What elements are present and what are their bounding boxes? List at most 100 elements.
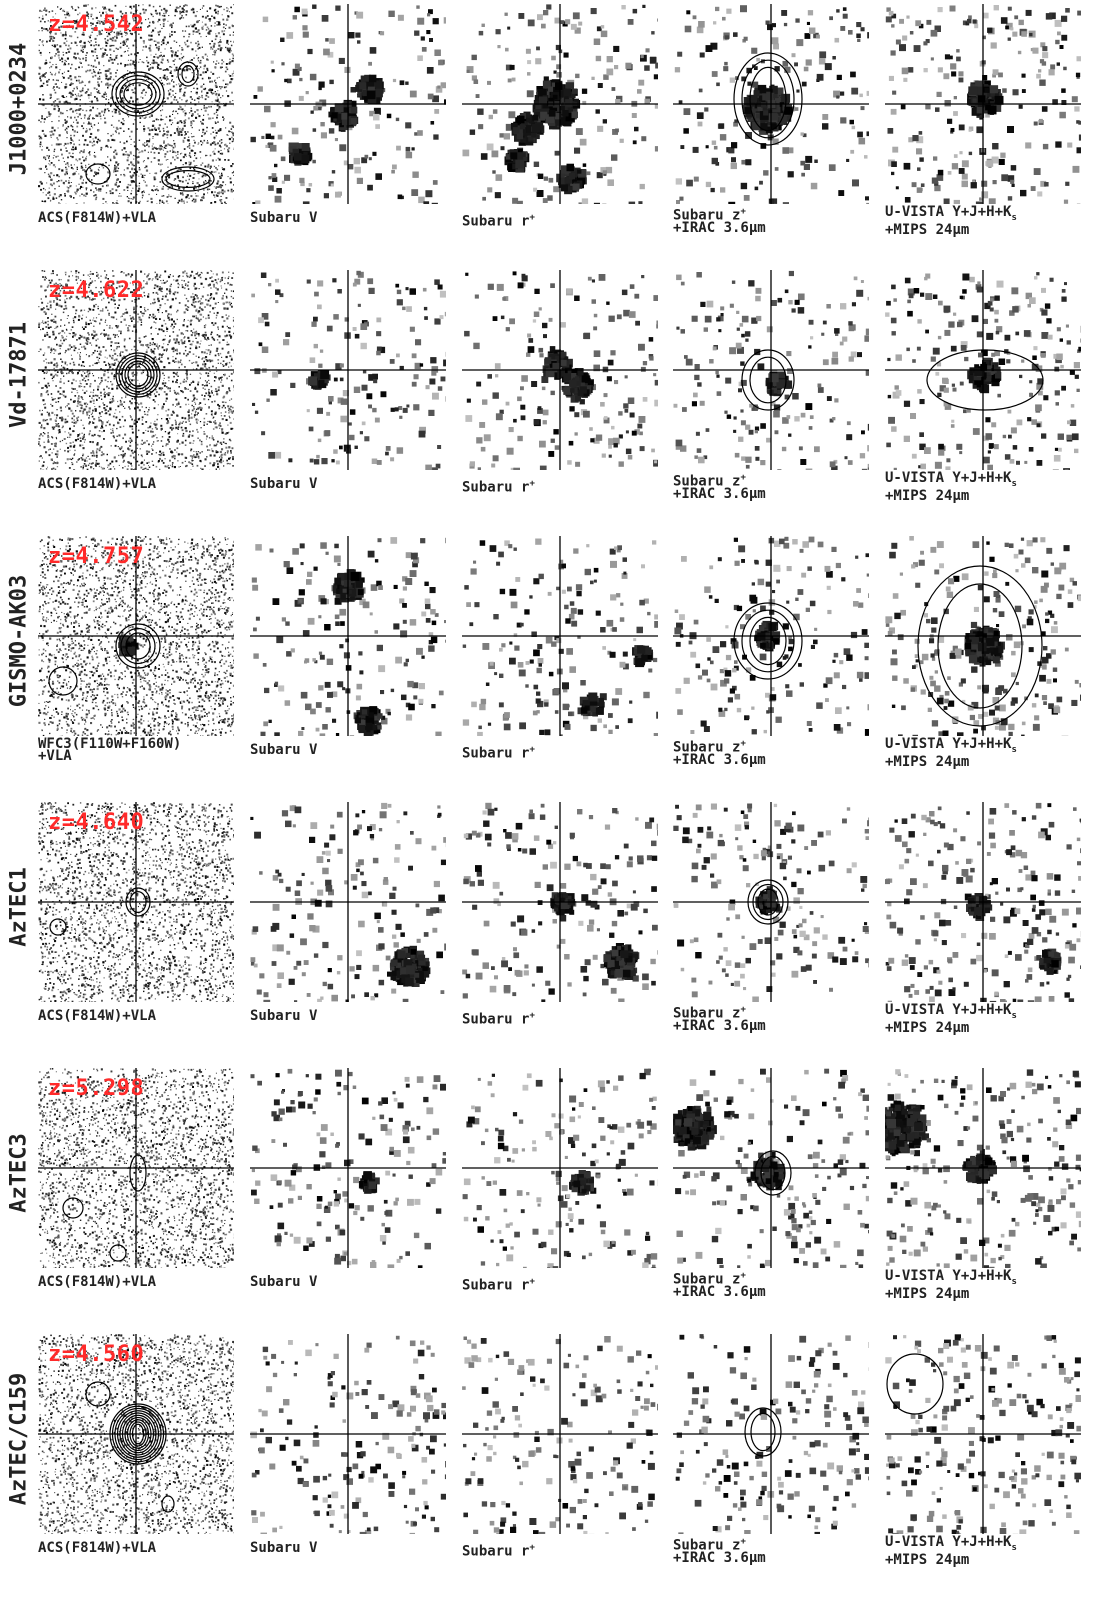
subaru-z-irac-cutout xyxy=(673,1334,869,1534)
subaru-r-caption: Subaru r+ xyxy=(462,1276,535,1293)
subaru-v-image xyxy=(250,1334,446,1534)
uvista-mips-caption: U-VISTA Y+J+H+Ks +MIPS 24μm xyxy=(885,1535,1017,1567)
hst-caption: ACS(F814W)+VLA xyxy=(38,211,156,225)
uvista-image xyxy=(885,536,1081,736)
hst-image xyxy=(38,536,234,736)
subaru-v-caption: Subaru V xyxy=(250,1009,317,1023)
uvista-mips-cutout xyxy=(885,270,1081,470)
subaru-v-cutout xyxy=(250,1068,446,1268)
subaru-r-caption: Subaru r+ xyxy=(462,478,535,495)
subaru-z-irac-cutout xyxy=(673,270,869,470)
source-name-label: Vd-17871 xyxy=(4,270,34,480)
redshift-label: z=4.622 xyxy=(48,278,144,303)
hst-vla-cutout: z=4.640 xyxy=(38,802,234,1002)
subaru-v-cutout xyxy=(250,802,446,1002)
hst-image xyxy=(38,1334,234,1534)
subaru-z-irac-cutout xyxy=(673,1068,869,1268)
source-name-label: AzTEC1 xyxy=(4,802,34,1012)
subaru-z-image xyxy=(673,270,869,470)
source-row: AzTEC1 z=4.640 ACS(F814W)+VLA Subaru V S… xyxy=(0,802,1114,1072)
subaru-z-image xyxy=(673,4,869,204)
subaru-z-irac-caption: Subaru z+ +IRAC 3.6μm xyxy=(673,472,766,501)
subaru-r-image xyxy=(462,270,658,470)
subaru-z-irac-caption: Subaru z+ +IRAC 3.6μm xyxy=(673,738,766,767)
subaru-r-cutout xyxy=(462,1334,658,1534)
subaru-z-irac-cutout xyxy=(673,4,869,204)
subaru-v-cutout xyxy=(250,536,446,736)
hst-vla-cutout: z=4.560 xyxy=(38,1334,234,1534)
subaru-r-cutout xyxy=(462,536,658,736)
uvista-image xyxy=(885,4,1081,204)
subaru-z-image xyxy=(673,802,869,1002)
hst-caption: ACS(F814W)+VLA xyxy=(38,1275,156,1289)
subaru-r-cutout xyxy=(462,1068,658,1268)
hst-vla-cutout: z=4.542 xyxy=(38,4,234,204)
redshift-label: z=4.560 xyxy=(48,1342,144,1367)
subaru-r-caption: Subaru r+ xyxy=(462,1542,535,1559)
subaru-z-irac-cutout xyxy=(673,536,869,736)
uvista-mips-caption: U-VISTA Y+J+H+Ks +MIPS 24μm xyxy=(885,471,1017,503)
subaru-z-irac-caption: Subaru z+ +IRAC 3.6μm xyxy=(673,1270,766,1299)
subaru-z-image xyxy=(673,1334,869,1534)
subaru-r-image xyxy=(462,1334,658,1534)
subaru-z-image xyxy=(673,536,869,736)
subaru-r-image xyxy=(462,4,658,204)
hst-caption: ACS(F814W)+VLA xyxy=(38,477,156,491)
subaru-z-irac-caption: Subaru z+ +IRAC 3.6μm xyxy=(673,1536,766,1565)
subaru-v-caption: Subaru V xyxy=(250,211,317,225)
subaru-v-caption: Subaru V xyxy=(250,1541,317,1555)
uvista-mips-cutout xyxy=(885,536,1081,736)
hst-image xyxy=(38,802,234,1002)
source-name-label: J1000+0234 xyxy=(4,4,34,214)
subaru-v-caption: Subaru V xyxy=(250,477,317,491)
uvista-mips-cutout xyxy=(885,802,1081,1002)
source-name-label: AzTEC3 xyxy=(4,1068,34,1278)
subaru-r-caption: Subaru r+ xyxy=(462,1010,535,1027)
subaru-v-cutout xyxy=(250,270,446,470)
subaru-r-image xyxy=(462,802,658,1002)
uvista-mips-cutout xyxy=(885,1334,1081,1534)
subaru-r-caption: Subaru r+ xyxy=(462,212,535,229)
subaru-v-image xyxy=(250,802,446,1002)
uvista-image xyxy=(885,1068,1081,1268)
hst-caption: WFC3(F110W+F160W) +VLA xyxy=(38,737,181,763)
subaru-v-image xyxy=(250,4,446,204)
subaru-z-image xyxy=(673,1068,869,1268)
subaru-r-image xyxy=(462,536,658,736)
uvista-mips-caption: U-VISTA Y+J+H+Ks +MIPS 24μm xyxy=(885,1269,1017,1301)
hst-caption: ACS(F814W)+VLA xyxy=(38,1541,156,1555)
subaru-r-cutout xyxy=(462,270,658,470)
uvista-mips-cutout xyxy=(885,1068,1081,1268)
source-row: J1000+0234 z=4.542 ACS(F814W)+VLA Subaru… xyxy=(0,4,1114,274)
subaru-z-irac-caption: Subaru z+ +IRAC 3.6μm xyxy=(673,206,766,235)
hst-caption: ACS(F814W)+VLA xyxy=(38,1009,156,1023)
subaru-r-caption: Subaru r+ xyxy=(462,744,535,761)
uvista-mips-caption: U-VISTA Y+J+H+Ks +MIPS 24μm xyxy=(885,205,1017,237)
subaru-r-cutout xyxy=(462,802,658,1002)
uvista-mips-cutout xyxy=(885,4,1081,204)
subaru-v-caption: Subaru V xyxy=(250,743,317,757)
redshift-label: z=4.757 xyxy=(48,544,144,569)
source-row: AzTEC3 z=5.298 ACS(F814W)+VLA Subaru V S… xyxy=(0,1068,1114,1338)
source-name-label: GISMO-AK03 xyxy=(4,536,34,746)
redshift-label: z=4.640 xyxy=(48,810,144,835)
uvista-mips-caption: U-VISTA Y+J+H+Ks +MIPS 24μm xyxy=(885,737,1017,769)
uvista-image xyxy=(885,270,1081,470)
subaru-z-irac-caption: Subaru z+ +IRAC 3.6μm xyxy=(673,1004,766,1033)
subaru-v-image xyxy=(250,1068,446,1268)
hst-image xyxy=(38,4,234,204)
uvista-image xyxy=(885,802,1081,1002)
uvista-mips-caption: U-VISTA Y+J+H+Ks +MIPS 24μm xyxy=(885,1003,1017,1035)
subaru-v-cutout xyxy=(250,1334,446,1534)
subaru-z-irac-cutout xyxy=(673,802,869,1002)
redshift-label: z=4.542 xyxy=(48,12,144,37)
hst-vla-cutout: z=4.622 xyxy=(38,270,234,470)
source-row: Vd-17871 z=4.622 ACS(F814W)+VLA Subaru V… xyxy=(0,270,1114,540)
uvista-image xyxy=(885,1334,1081,1534)
hst-image xyxy=(38,270,234,470)
source-row: AzTEC/C159 z=4.560 ACS(F814W)+VLA Subaru… xyxy=(0,1334,1114,1604)
subaru-r-cutout xyxy=(462,4,658,204)
subaru-v-caption: Subaru V xyxy=(250,1275,317,1289)
source-row: GISMO-AK03 z=4.757 WFC3(F110W+F160W) +VLA… xyxy=(0,536,1114,806)
